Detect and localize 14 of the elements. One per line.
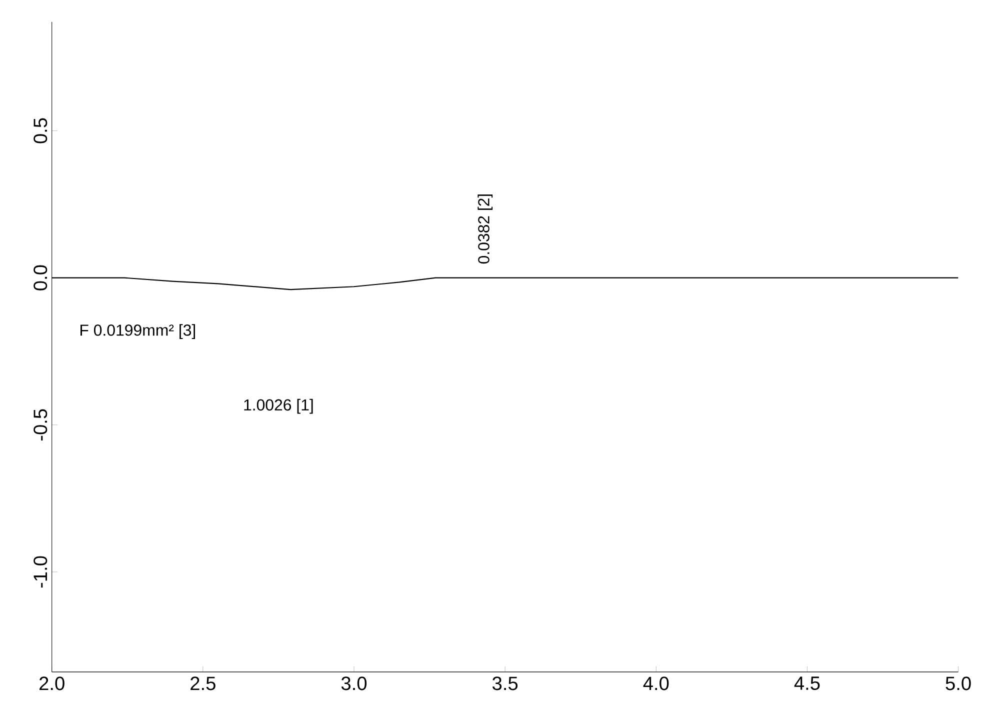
x-tick-label: 2.5 <box>190 676 216 690</box>
x-tick-label: 4.5 <box>794 676 820 690</box>
y-tick-label: 0.5 <box>34 118 48 144</box>
x-tick-label: 2.0 <box>40 676 64 690</box>
x-tick-label: 3.0 <box>341 676 367 690</box>
x-tick-label: 5.0 <box>946 676 971 690</box>
annotation: 0.0382 [2] <box>478 194 493 264</box>
x-tick-label: 4.0 <box>643 676 669 690</box>
x-tick-label: 3.5 <box>492 676 518 690</box>
y-tick-label: -0.5 <box>34 409 48 440</box>
y-tick-label: 0.0 <box>34 265 48 290</box>
annotation: F 0.0199mm² [3] <box>80 324 196 339</box>
annotation: 1.0026 [1] <box>244 398 313 414</box>
y-tick-label: -1.0 <box>34 556 48 588</box>
